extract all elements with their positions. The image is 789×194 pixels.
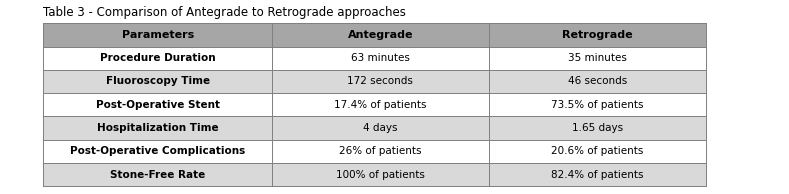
- Bar: [488, 163, 706, 186]
- Bar: [488, 116, 706, 140]
- Text: Procedure Duration: Procedure Duration: [100, 53, 215, 63]
- Bar: [272, 163, 488, 186]
- Text: 17.4% of patients: 17.4% of patients: [335, 100, 427, 110]
- Bar: [272, 23, 488, 47]
- Text: 63 minutes: 63 minutes: [351, 53, 409, 63]
- Text: 73.5% of patients: 73.5% of patients: [552, 100, 644, 110]
- Bar: [43, 70, 272, 93]
- Bar: [272, 47, 488, 70]
- Bar: [488, 47, 706, 70]
- Text: 20.6% of patients: 20.6% of patients: [552, 146, 644, 156]
- Bar: [43, 93, 272, 116]
- Text: 26% of patients: 26% of patients: [339, 146, 421, 156]
- Bar: [488, 70, 706, 93]
- Bar: [488, 23, 706, 47]
- Text: 172 seconds: 172 seconds: [347, 76, 413, 87]
- Text: Post-Operative Stent: Post-Operative Stent: [95, 100, 219, 110]
- Bar: [43, 140, 272, 163]
- Text: 1.65 days: 1.65 days: [572, 123, 623, 133]
- Text: Fluoroscopy Time: Fluoroscopy Time: [106, 76, 210, 87]
- Bar: [272, 140, 488, 163]
- Text: 46 seconds: 46 seconds: [568, 76, 627, 87]
- Text: Antegrade: Antegrade: [348, 30, 413, 40]
- Text: Stone-Free Rate: Stone-Free Rate: [110, 170, 205, 180]
- Text: 35 minutes: 35 minutes: [568, 53, 627, 63]
- Bar: [43, 47, 272, 70]
- Text: Post-Operative Complications: Post-Operative Complications: [70, 146, 245, 156]
- Bar: [43, 163, 272, 186]
- Bar: [488, 140, 706, 163]
- Text: 4 days: 4 days: [363, 123, 398, 133]
- Text: Retrograde: Retrograde: [562, 30, 633, 40]
- Text: Parameters: Parameters: [122, 30, 194, 40]
- Bar: [43, 116, 272, 140]
- Text: Hospitalization Time: Hospitalization Time: [97, 123, 219, 133]
- Text: Table 3 - Comparison of Antegrade to Retrograde approaches: Table 3 - Comparison of Antegrade to Ret…: [43, 6, 406, 19]
- Text: 100% of patients: 100% of patients: [336, 170, 424, 180]
- Text: 82.4% of patients: 82.4% of patients: [552, 170, 644, 180]
- Bar: [272, 70, 488, 93]
- Bar: [272, 116, 488, 140]
- Bar: [272, 93, 488, 116]
- Bar: [488, 93, 706, 116]
- Bar: [43, 23, 272, 47]
